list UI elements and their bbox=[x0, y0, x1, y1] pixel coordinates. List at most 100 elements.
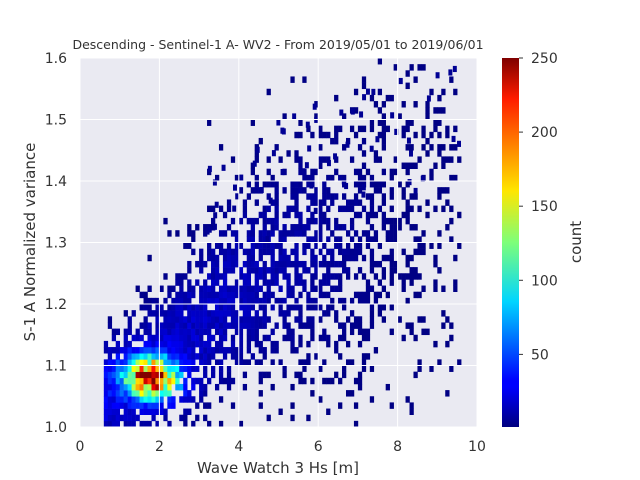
heatmap-cell bbox=[123, 408, 128, 415]
heatmap-cell bbox=[234, 291, 240, 299]
heatmap-cell bbox=[302, 242, 307, 249]
heatmap-cell bbox=[207, 353, 212, 360]
heatmap-cell bbox=[389, 187, 394, 194]
heatmap-cell bbox=[222, 267, 228, 274]
heatmap-cell bbox=[266, 193, 271, 200]
heatmap-cell bbox=[123, 340, 128, 348]
heatmap-cell bbox=[278, 267, 283, 274]
heatmap-cell bbox=[262, 260, 267, 268]
heatmap-cell bbox=[389, 205, 394, 213]
heatmap-cell bbox=[441, 162, 446, 169]
heatmap-cell bbox=[234, 230, 240, 237]
heatmap-cell bbox=[238, 291, 244, 299]
heatmap-cell bbox=[270, 273, 275, 280]
heatmap-cell bbox=[437, 131, 442, 139]
heatmap-cell bbox=[242, 273, 248, 280]
heatmap-cell bbox=[371, 88, 376, 95]
heatmap-cell bbox=[191, 322, 196, 329]
heatmap-cell bbox=[298, 322, 303, 329]
heatmap-cell bbox=[234, 353, 240, 360]
heatmap-cell bbox=[207, 205, 212, 213]
heatmap-cell bbox=[282, 334, 287, 342]
heatmap-cell bbox=[357, 377, 363, 385]
heatmap-cell bbox=[127, 328, 132, 336]
heatmap-cell bbox=[175, 279, 180, 286]
heatmap-cell bbox=[302, 285, 307, 292]
heatmap-cell bbox=[306, 181, 311, 188]
heatmap-cell bbox=[302, 224, 307, 231]
heatmap-cell bbox=[286, 279, 291, 286]
heatmap-cell bbox=[234, 322, 240, 329]
heatmap-cell bbox=[357, 211, 363, 219]
heatmap-cell bbox=[330, 273, 335, 280]
heatmap-cell bbox=[183, 297, 188, 305]
heatmap-cell bbox=[143, 347, 148, 354]
heatmap-cell bbox=[298, 156, 303, 163]
heatmap-cell bbox=[211, 334, 216, 342]
heatmap-cell bbox=[199, 396, 204, 403]
heatmap-cell bbox=[155, 297, 160, 305]
heatmap-cell bbox=[359, 111, 364, 118]
heatmap-cell bbox=[159, 377, 164, 385]
heatmap-cell bbox=[365, 353, 371, 360]
heatmap-cell bbox=[171, 285, 176, 292]
heatmap-cell bbox=[226, 322, 232, 329]
heatmap-cell bbox=[310, 334, 315, 342]
colorbar-tick-label: 200 bbox=[531, 125, 558, 141]
heatmap-cell bbox=[183, 359, 188, 366]
heatmap-cell bbox=[179, 334, 184, 342]
heatmap-cell bbox=[246, 322, 252, 329]
heatmap-cell bbox=[314, 242, 319, 249]
heatmap-cell bbox=[318, 334, 323, 342]
heatmap-cell bbox=[322, 181, 327, 188]
heatmap-cell bbox=[310, 304, 315, 311]
heatmap-cell bbox=[211, 248, 216, 256]
heatmap-cell bbox=[278, 285, 283, 292]
heatmap-cell bbox=[207, 291, 212, 299]
heatmap-cell bbox=[318, 125, 323, 133]
heatmap-cell bbox=[242, 371, 248, 379]
heatmap-cell bbox=[115, 371, 120, 379]
heatmap-cell bbox=[107, 414, 113, 422]
heatmap-cell bbox=[441, 322, 446, 329]
heatmap-cell bbox=[274, 242, 279, 249]
heatmap-cell bbox=[183, 383, 188, 391]
heatmap-cell bbox=[131, 408, 136, 415]
heatmap-cell bbox=[103, 371, 109, 379]
heatmap-cell bbox=[342, 224, 347, 231]
heatmap-cell bbox=[294, 187, 299, 194]
heatmap-cell bbox=[365, 230, 371, 237]
heatmap-cell bbox=[262, 304, 267, 311]
heatmap-cell bbox=[127, 377, 132, 385]
heatmap-cell bbox=[357, 144, 363, 151]
heatmap-cell bbox=[250, 248, 255, 256]
heatmap-cell bbox=[294, 211, 299, 219]
heatmap-cell bbox=[218, 205, 224, 213]
heatmap-cell bbox=[151, 377, 156, 385]
heatmap-cell bbox=[401, 162, 406, 169]
heatmap-cell bbox=[433, 260, 438, 268]
heatmap-cell bbox=[167, 334, 172, 342]
heatmap-cell bbox=[183, 396, 188, 403]
heatmap-cell bbox=[179, 371, 184, 379]
heatmap-cell bbox=[211, 267, 216, 274]
heatmap-cell bbox=[107, 371, 113, 379]
heatmap-cell bbox=[318, 396, 323, 403]
heatmap-cell bbox=[429, 242, 434, 249]
chart-title: Descending - Sentinel-1 A- WV2 - From 20… bbox=[72, 37, 483, 52]
heatmap-cell bbox=[334, 371, 339, 379]
heatmap-cell bbox=[179, 359, 184, 366]
heatmap-cell bbox=[389, 168, 394, 176]
heatmap-cell bbox=[349, 359, 355, 366]
heatmap-cell bbox=[365, 193, 371, 200]
heatmap-cell bbox=[183, 353, 188, 360]
heatmap-cell bbox=[361, 137, 367, 145]
heatmap-cell bbox=[353, 193, 359, 200]
heatmap-cell bbox=[155, 316, 160, 323]
heatmap-cell bbox=[214, 310, 220, 317]
heatmap-cell bbox=[389, 94, 394, 102]
heatmap-cell bbox=[218, 316, 224, 323]
heatmap-cell bbox=[445, 125, 450, 133]
heatmap-cell bbox=[357, 297, 363, 305]
heatmap-cell bbox=[334, 236, 339, 243]
